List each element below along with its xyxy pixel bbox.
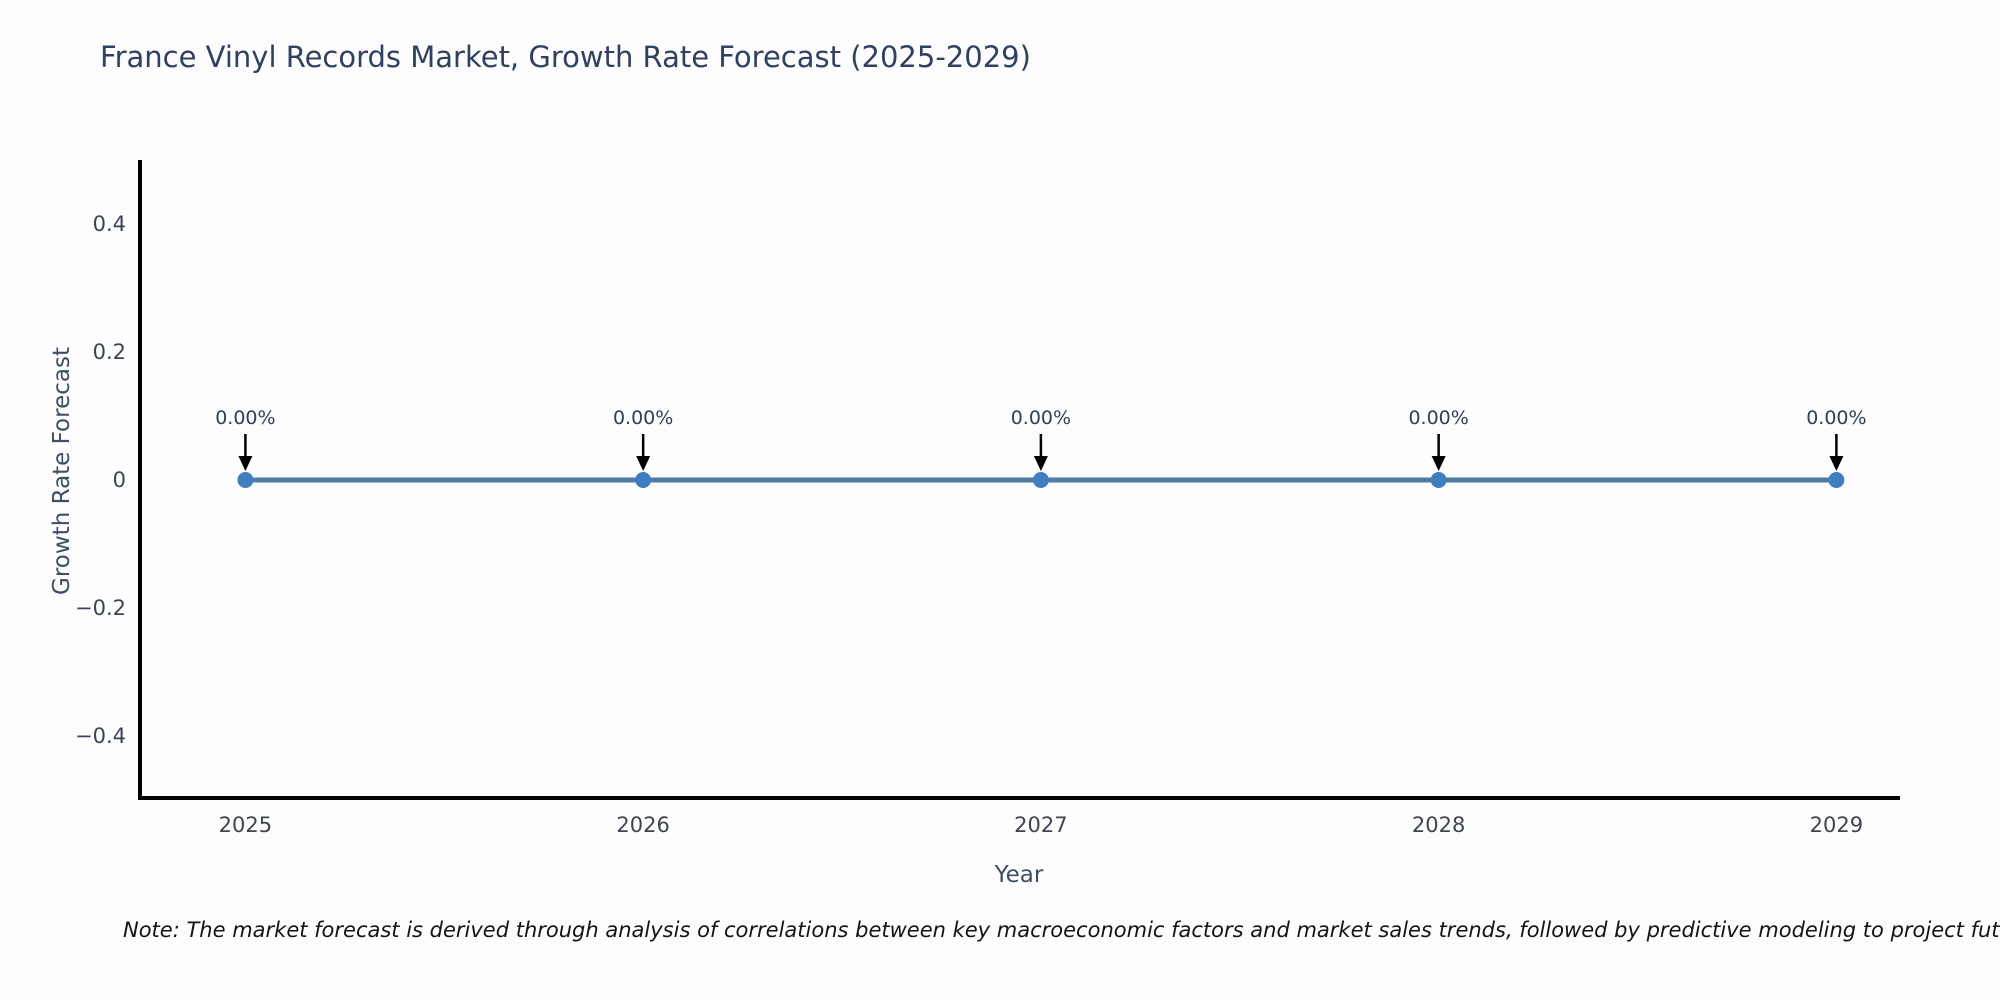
data-point (1032, 472, 1049, 488)
point-label: 0.00% (1408, 407, 1469, 429)
x-tick-label: 2025 (218, 813, 273, 837)
x-tick-label: 2029 (1809, 813, 1864, 837)
annotation-arrow-head (238, 456, 253, 471)
annotation-arrow-head (1829, 456, 1844, 471)
plot-area: 0.4 0.2 0 −0.2 −0.4 2025 2026 2027 2028 2029 0.0… (75, 160, 1900, 837)
annotation-arrow-head (636, 456, 651, 471)
y-tick-label: 0.4 (92, 212, 126, 236)
x-tick-label: 2026 (616, 813, 670, 837)
x-tick-label: 2028 (1411, 813, 1466, 837)
data-point (1430, 472, 1447, 488)
data-point (1828, 472, 1845, 488)
x-axis-label: Year (994, 862, 1044, 888)
data-point (237, 472, 254, 488)
chart-title: France Vinyl Records Market, Growth Rate… (100, 40, 1031, 74)
annotation-arrow-head (1431, 456, 1446, 471)
x-tick-label: 2027 (1014, 813, 1068, 837)
footnote: Note: The market forecast is derived thr… (123, 918, 2000, 942)
data-point (635, 472, 652, 488)
y-tick-label: −0.4 (75, 724, 126, 748)
y-tick-label: 0 (112, 468, 126, 492)
y-tick-label: 0.2 (92, 340, 126, 364)
point-label: 0.00% (1806, 407, 1867, 429)
point-label: 0.00% (612, 407, 674, 429)
point-label: 0.00% (1010, 407, 1072, 429)
line-series-svg (237, 434, 1845, 488)
point-label: 0.00% (215, 407, 276, 429)
y-tick-label: −0.2 (75, 596, 126, 620)
annotation-arrow-head (1033, 456, 1048, 471)
